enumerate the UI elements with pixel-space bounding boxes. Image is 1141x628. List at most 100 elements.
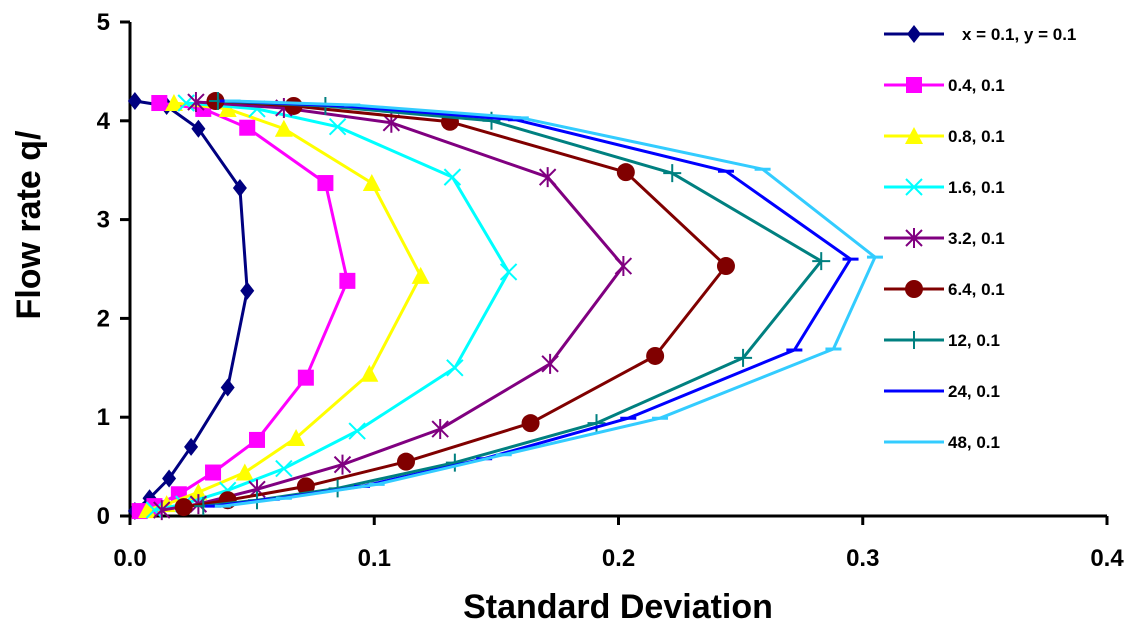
data-point [151,95,168,112]
legend-item: 1.6, 0.1 [884,178,1005,197]
series-3 [138,94,430,519]
data-point [174,498,193,517]
series-layer [127,92,883,521]
legend-marker [905,331,923,349]
data-point [348,422,366,440]
data-point [220,378,235,397]
data-point [446,359,464,377]
data-point [235,463,254,481]
axis-ticks: 0.0 0.1 0.2 0.3 0.4 0 1 2 3 4 5 [97,9,1125,572]
series-9 [214,99,883,508]
series-line [161,100,625,512]
data-point [275,459,293,478]
legend-label: 24, 0.1 [948,382,1000,401]
legend-label: 6.4, 0.1 [948,280,1005,299]
data-point [191,119,206,138]
data-point [521,414,540,433]
legend-marker [905,178,923,196]
data-point [184,437,199,456]
data-point [339,272,356,289]
data-point [274,119,293,137]
data-point [443,168,462,186]
y-tick-label: 4 [97,108,111,135]
data-point [616,163,635,182]
series-line [154,101,511,512]
legend-label: 12, 0.1 [948,331,1000,350]
legend-label: x = 0.1, y = 0.1 [962,25,1076,44]
data-point [538,167,557,188]
legend-marker [907,25,921,43]
data-point [205,464,222,481]
legend-item: 0.8, 0.1 [884,127,1005,146]
data-point [734,348,753,367]
data-point [240,281,255,300]
data-point [189,483,208,501]
data-point [333,454,352,475]
data-point [614,256,633,277]
data-point [164,94,183,112]
data-point [297,369,314,386]
data-point [499,263,518,281]
y-tick-label: 1 [97,404,110,431]
data-point [287,428,306,446]
data-point [187,92,205,113]
series-line [133,99,249,513]
legend-item: 12, 0.1 [884,331,1000,350]
data-point [232,178,247,197]
series-6 [174,92,735,517]
series-line [183,99,728,509]
data-point [362,174,381,192]
data-point [541,353,559,374]
data-point [646,346,665,365]
legend-label: 3.2, 0.1 [948,229,1005,248]
series-line [212,99,852,508]
x-tick-label: 0.4 [1090,545,1124,572]
data-point [397,452,416,471]
data-point [663,164,682,183]
data-point [317,175,334,192]
data-point [249,431,266,448]
legend-marker [906,77,922,93]
data-point [360,364,379,382]
x-tick-label: 0.0 [113,545,146,572]
data-point [812,252,831,271]
legend-item: x = 0.1, y = 0.1 [884,25,1076,44]
legend-label: 48, 0.1 [948,433,1000,452]
legend-marker [905,280,923,298]
series-4 [145,94,518,519]
data-point [162,469,177,488]
x-tick-label: 0.2 [602,545,635,572]
legend-item: 0.4, 0.1 [884,76,1005,95]
data-point [239,119,256,136]
y-tick-label: 2 [97,305,110,332]
data-point [145,501,164,519]
series-5 [153,92,633,521]
legend-label: 1.6, 0.1 [948,178,1005,197]
legend-item: 6.4, 0.1 [884,280,1005,299]
data-point [587,414,606,433]
legend-item: 3.2, 0.1 [884,228,1005,248]
legend-label: 0.4, 0.1 [948,76,1005,95]
data-point [431,419,449,440]
legend-item: 24, 0.1 [884,382,1000,401]
legend: x = 0.1, y = 0.1 0.4, 0.1 0.8, 0.1 1.6, 0.1… [884,25,1076,452]
legend-item: 48, 0.1 [884,433,1000,452]
data-point [218,99,237,117]
legend-marker [905,228,923,248]
data-point [411,266,430,284]
data-point [153,500,171,521]
y-tick-label: 3 [97,207,110,234]
series-line [222,99,877,508]
data-point [328,118,347,136]
data-point [127,92,142,111]
legend-label: 0.8, 0.1 [948,127,1005,146]
data-point [716,257,735,276]
x-tick-label: 0.3 [846,545,879,572]
legend-marker [905,127,923,144]
y-tick-label: 5 [97,9,110,36]
x-tick-label: 0.1 [358,545,391,572]
y-axis-title: Flow rate q/ [10,130,48,319]
y-tick-label: 0 [97,503,110,530]
x-axis-title: Standard Deviation [463,588,773,626]
